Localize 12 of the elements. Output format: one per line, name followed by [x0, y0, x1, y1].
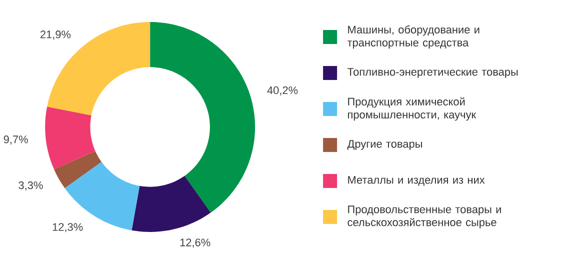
legend-label: Другие товары: [347, 140, 422, 150]
data-label: 40,2%: [267, 86, 298, 96]
legend-label: Металлы и изделия из них: [348, 176, 485, 186]
data-label: 9,7%: [4, 136, 28, 145]
data-label: 12,3%: [52, 223, 83, 232]
data-label: 21,9%: [40, 30, 71, 40]
data-label: 3,3%: [18, 181, 43, 190]
legend-label: Машины, оборудование и транспортные средства: [347, 25, 480, 49]
legend-label: Продовольственные товары и сельскохозяйственное сырье: [348, 206, 501, 228]
legend-label: Топливно-энергетические товары: [347, 68, 518, 78]
legend-label: Продукция химической промышленности, каучук: [348, 97, 476, 121]
data-label: 12,6%: [180, 238, 210, 248]
